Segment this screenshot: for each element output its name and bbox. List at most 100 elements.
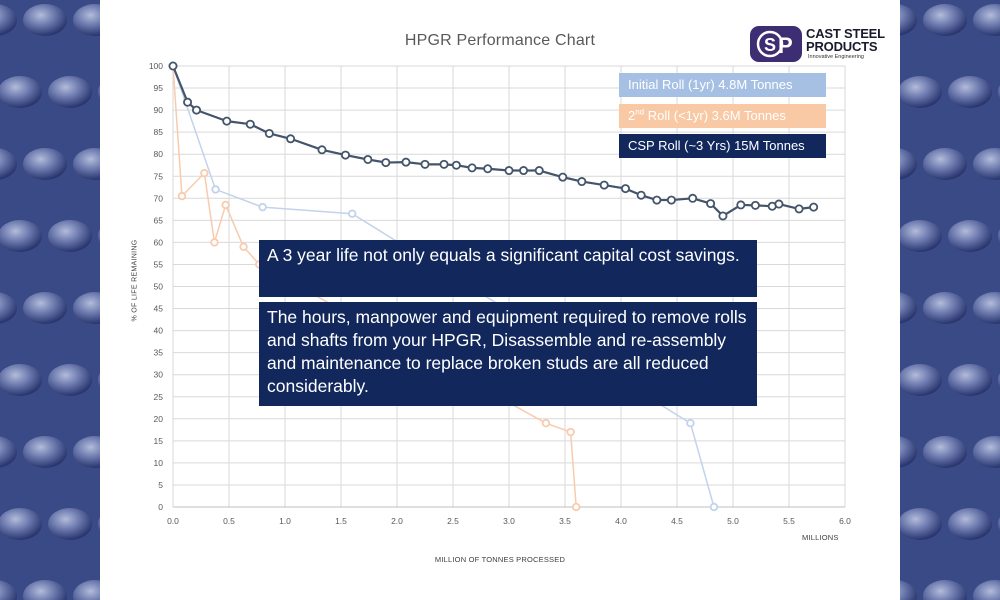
series-csp-roll-point (636, 190, 646, 200)
steel-stud-shape (900, 220, 942, 252)
series-second-roll-point (239, 242, 248, 252)
y-tick-label: 75 (154, 171, 164, 181)
series-csp-roll-point (718, 211, 728, 221)
series-csp-roll-point (401, 157, 411, 167)
series-csp-roll-point (577, 177, 587, 187)
series-initial-roll-point (686, 419, 695, 428)
x-axis-unit: MILLIONS (802, 533, 839, 542)
series-csp-roll-point (688, 193, 698, 203)
y-tick-label: 0 (158, 502, 163, 512)
steel-stud-shape (73, 148, 100, 180)
x-tick-label: 5.5 (783, 516, 795, 526)
series-initial-roll-point (709, 502, 719, 512)
y-tick-label: 5 (158, 480, 163, 490)
steel-stud-shape (923, 4, 967, 36)
y-tick-label: 85 (154, 127, 164, 137)
series-csp-roll-point (736, 200, 746, 210)
steel-stud-shape (948, 364, 992, 396)
steel-stud-shape (98, 85, 100, 99)
steel-stud-shape (23, 436, 67, 468)
series-second-roll-line (172, 65, 577, 508)
legend-second-sup: nd (635, 107, 645, 117)
series-csp-roll-point (245, 119, 255, 129)
y-tick-label: 65 (154, 215, 164, 225)
steel-stud-shape (973, 580, 1000, 600)
y-tick-label: 45 (154, 304, 164, 314)
x-tick-label: 4.5 (671, 516, 683, 526)
steel-stud-shape (98, 373, 100, 387)
steel-stud-shape (0, 436, 17, 468)
steel-stud-shape (0, 364, 42, 396)
steel-texture-right (900, 0, 1000, 600)
legend-second-roll: 2nd Roll (<1yr) 3.6M Tonnes (619, 104, 826, 128)
x-tick-label: 3.5 (559, 516, 571, 526)
series-csp-roll-point (264, 128, 274, 138)
y-tick-label: 90 (154, 105, 164, 115)
steel-stud-shape (48, 220, 92, 252)
steel-stud-shape (900, 4, 917, 36)
y-tick-label: 100 (149, 61, 163, 71)
y-tick-label: 10 (154, 458, 164, 468)
steel-stud-shape (948, 508, 992, 540)
x-tick-label: 4.0 (615, 516, 627, 526)
series-csp-roll-point (183, 97, 193, 107)
y-tick-label: 50 (154, 282, 164, 292)
x-tick-label: 3.0 (503, 516, 515, 526)
series-csp-roll-point (652, 195, 662, 205)
svg-text:S: S (764, 35, 776, 55)
series-initial-roll-point (347, 209, 357, 218)
series-csp-roll-point (534, 166, 544, 176)
y-axis-label: % OF LIFE REMAINING (131, 239, 139, 322)
y-tick-label: 80 (154, 149, 164, 159)
series-initial-roll-line (172, 65, 715, 508)
steel-stud-shape (0, 220, 42, 252)
series-csp-roll-point (363, 154, 373, 164)
x-tick-label: 0.5 (223, 516, 235, 526)
series-csp-roll-point (192, 105, 202, 115)
y-tick-label: 60 (154, 237, 164, 247)
steel-stud-shape (98, 229, 100, 243)
callout-maintenance: The hours, manpower and equipment requir… (259, 302, 757, 406)
steel-stud-shape (0, 4, 17, 36)
series-second-roll-point (541, 419, 551, 428)
series-csp-roll (168, 61, 819, 221)
series-csp-roll-point (666, 195, 676, 205)
x-tick-label: 2.5 (447, 516, 459, 526)
series-csp-roll-point (451, 160, 461, 170)
steel-stud-shape (973, 148, 1000, 180)
steel-stud-shape (923, 148, 967, 180)
steel-stud-shape (23, 4, 67, 36)
series-second-roll (168, 61, 581, 512)
y-tick-label: 25 (154, 392, 164, 402)
series-second-roll-point (177, 191, 187, 201)
steel-stud-shape (0, 148, 17, 180)
csp-logo-icon: S P (750, 26, 802, 62)
y-tick-label: 95 (154, 83, 164, 93)
steel-stud-shape (973, 292, 1000, 324)
steel-stud-shape (973, 436, 1000, 468)
steel-stud-shape (23, 580, 67, 600)
steel-stud-shape (48, 364, 92, 396)
legend-csp-roll: CSP Roll (~3 Yrs) 15M Tonnes (619, 134, 826, 158)
steel-stud-shape (900, 364, 942, 396)
y-tick-label: 30 (154, 370, 164, 380)
steel-stud-shape (48, 508, 92, 540)
legend-second-pre: 2 (628, 108, 636, 123)
y-tick-label: 15 (154, 436, 164, 446)
x-tick-label: 0.0 (167, 516, 179, 526)
steel-stud-shape (48, 76, 92, 108)
steel-stud-shape (923, 580, 967, 600)
series-second-roll-point (210, 238, 219, 247)
logo-tagline: Innovative Engineering (808, 54, 864, 60)
steel-stud-shape (923, 292, 967, 324)
y-tick-label: 70 (154, 193, 164, 203)
series-csp-roll-point (809, 202, 819, 212)
series-csp-roll-point (620, 184, 630, 194)
steel-stud-shape (0, 292, 17, 324)
series-csp-roll-point (439, 159, 449, 169)
steel-stud-shape (973, 4, 1000, 36)
series-second-roll-point (200, 168, 209, 178)
series-csp-roll-point (774, 199, 784, 209)
steel-stud-shape (923, 436, 967, 468)
steel-stud-shape (73, 436, 100, 468)
